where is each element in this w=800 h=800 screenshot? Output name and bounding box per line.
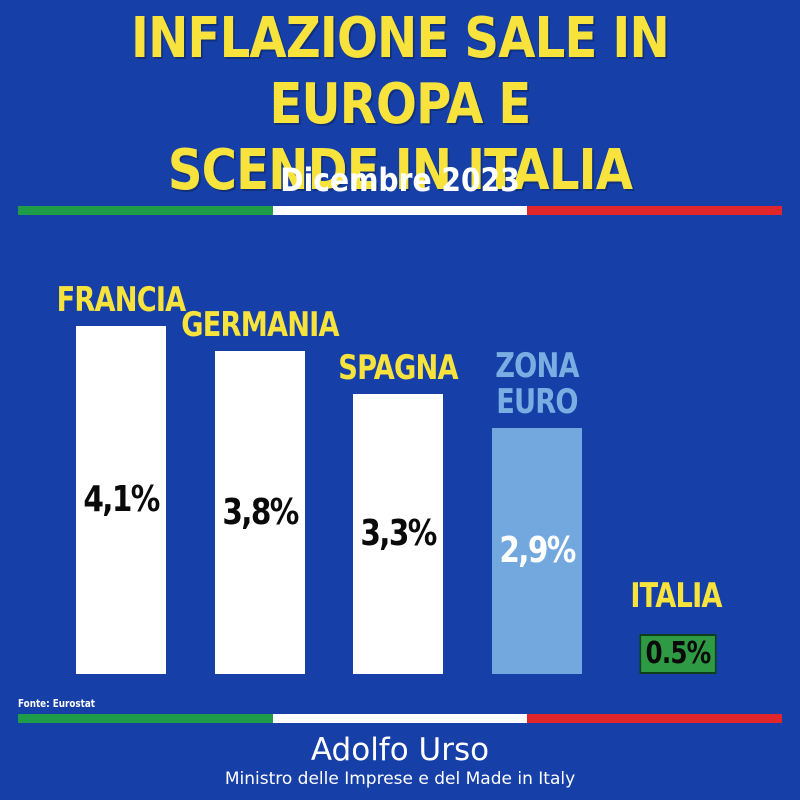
- bar: [76, 325, 166, 674]
- italian-flag-divider-bottom: [18, 714, 783, 723]
- flag-white-stripe: [272, 206, 528, 215]
- title-line-1: INFLAZIONE SALE IN EUROPA E: [131, 6, 670, 137]
- italian-flag-divider-top: [18, 206, 783, 215]
- flag-red-stripe: [527, 714, 783, 723]
- bar: [215, 351, 305, 674]
- value-label: 2,9%: [499, 529, 576, 571]
- category-label: ZONA EURO: [495, 345, 579, 422]
- author-role: Ministro delle Imprese e del Made in Ita…: [224, 769, 576, 789]
- value-label: 3,8%: [222, 491, 299, 533]
- bar: [353, 393, 443, 674]
- title-line-2: SCENDE IN ITALIA: [167, 138, 633, 203]
- page-title: INFLAZIONE SALE IN EUROPA E SCENDE IN IT…: [56, 6, 744, 204]
- author-name: Adolfo Urso: [310, 732, 490, 768]
- value-label: 4,1%: [83, 478, 160, 520]
- category-label: FRANCIA: [56, 279, 187, 320]
- bar: [492, 427, 582, 674]
- flag-red-stripe: [527, 206, 783, 215]
- flag-white-stripe: [272, 714, 528, 723]
- source-note: Fonte: Eurostat: [18, 697, 95, 710]
- flag-green-stripe: [18, 206, 273, 215]
- value-label: 0.5%: [639, 634, 717, 674]
- category-label: SPAGNA: [338, 347, 458, 388]
- category-label: ITALIA: [630, 576, 722, 616]
- category-label: GERMANIA: [181, 305, 339, 345]
- flag-green-stripe: [18, 714, 273, 723]
- value-label: 3,3%: [360, 512, 437, 554]
- subtitle: Dicembre 2023: [280, 161, 520, 199]
